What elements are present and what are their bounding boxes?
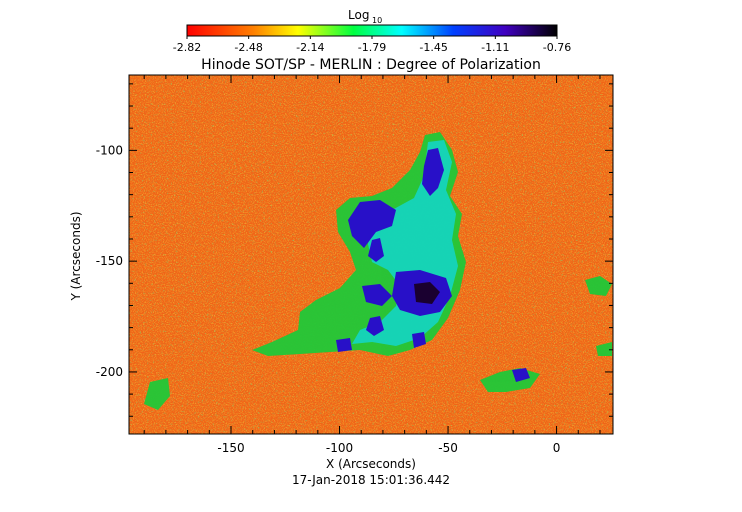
colorbar-tick-label: -1.79: [358, 41, 386, 54]
x-tick-label: -150: [217, 441, 244, 455]
colorbar-tick-label: -2.82: [173, 41, 201, 54]
y-tick-label: -100: [96, 143, 123, 157]
chart-title: Hinode SOT/SP - MERLIN : Degree of Polar…: [201, 57, 541, 73]
y-tick-label: -150: [96, 254, 123, 268]
colorbar-tick-label: -1.45: [419, 41, 447, 54]
timestamp: 17-Jan-2018 15:01:36.442: [292, 473, 450, 487]
axis-ticks: -150 -100 -50 0 -100 -150 -200: [96, 75, 613, 455]
active-region-core: [414, 282, 440, 304]
colorbar-tick-label: -2.14: [296, 41, 324, 54]
colorbar-tick-label: -2.48: [234, 41, 262, 54]
colorbar-ticks: -2.82 -2.48 -2.14 -1.79 -1.45 -1.11 -0.76: [173, 36, 571, 54]
y-tick-label: -200: [96, 365, 123, 379]
heatmap-image: [129, 75, 613, 434]
plot-frame: [128, 74, 614, 435]
x-tick-label: -50: [438, 441, 458, 455]
x-axis-label: X (Arcseconds): [326, 457, 416, 471]
y-axis-label: Y (Arcseconds): [69, 211, 83, 301]
x-tick-label: -100: [326, 441, 353, 455]
colorbar: Log 10 -2.82 -2.48 -2.14 -1.79 -1.45 -1.11 -0.…: [173, 8, 571, 54]
x-tick-label: 0: [553, 441, 561, 455]
colorbar-tick-label: -1.11: [481, 41, 509, 54]
colorbar-label-sub: 10: [372, 16, 382, 25]
colorbar-gradient: [186, 24, 558, 37]
colorbar-tick-label: -0.76: [543, 41, 571, 54]
colorbar-label-main: Log: [348, 8, 369, 22]
